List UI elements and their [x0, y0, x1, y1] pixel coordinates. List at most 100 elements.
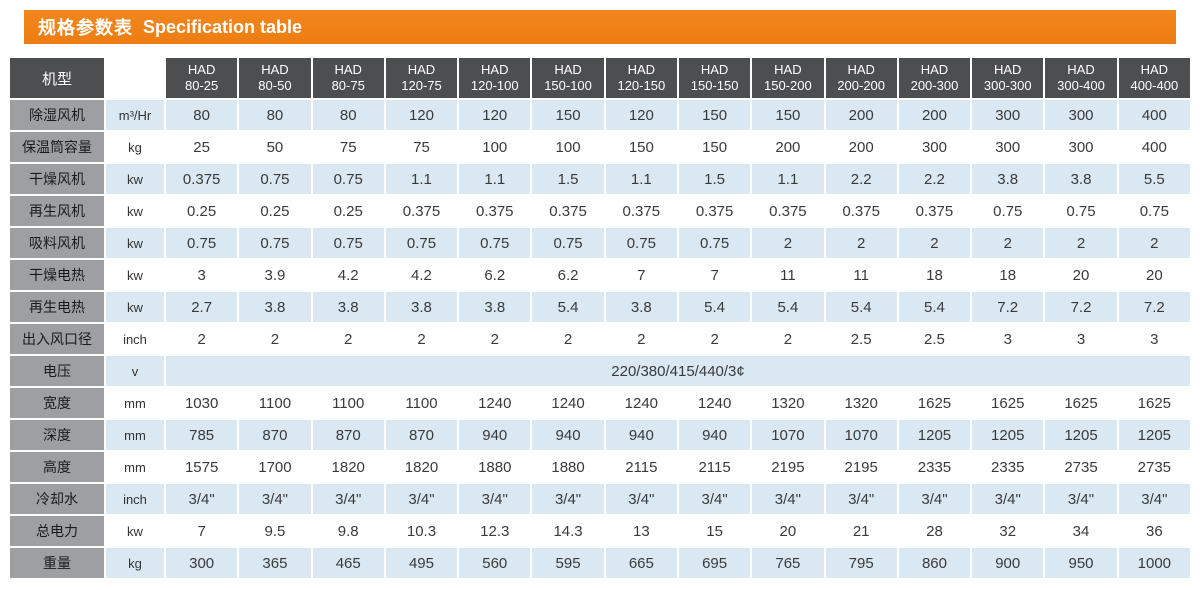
- value-cell: 1000: [1118, 548, 1190, 578]
- unit-column-header: [106, 58, 164, 98]
- model-code-label: 150-150: [690, 78, 739, 93]
- spec-row-8: 电压 v 220/380/415/440/3¢: [10, 356, 1190, 386]
- value-cell: 0.75: [605, 228, 677, 258]
- page-title-english: Specification table: [143, 16, 303, 37]
- model-header-200-200: HAD 200-200: [825, 58, 897, 98]
- value-cell: 100: [459, 132, 531, 162]
- value-cell: 950: [1045, 548, 1117, 578]
- value-cell: 1.1: [752, 164, 824, 194]
- value-cell: 5.5: [1118, 164, 1190, 194]
- value-cell: 11: [752, 260, 824, 290]
- value-cell: 1700: [239, 452, 311, 482]
- value-cell: 2: [678, 324, 751, 354]
- value-cell: 75: [385, 132, 458, 162]
- model-series-label: HAD: [700, 61, 729, 77]
- spec-row-4: 吸料风机 kw 0.75 0.75 0.75 0.75 0.75 0.75 0.75 0.75 2 2…: [10, 228, 1190, 258]
- value-cell: 2195: [752, 452, 824, 482]
- value-cell: 2: [532, 324, 604, 354]
- value-cell: 2: [605, 324, 677, 354]
- value-cell: 1100: [385, 388, 458, 418]
- value-cell: 2: [1045, 228, 1117, 258]
- value-cell: 1240: [678, 388, 751, 418]
- model-header-80-25: HAD 80-25: [166, 58, 238, 98]
- value-cell: 0.375: [678, 196, 751, 226]
- value-cell: 495: [385, 548, 458, 578]
- value-cell: 2: [239, 324, 311, 354]
- value-cell: 5.4: [678, 292, 751, 322]
- model-series-label: HAD: [1140, 61, 1169, 77]
- title-bar: 规格参数表 Specification table: [24, 10, 1176, 44]
- value-cell: 1030: [166, 388, 238, 418]
- value-cell: 36: [1118, 516, 1190, 546]
- unit-cell: kw: [106, 196, 164, 226]
- value-cell: 0.75: [1045, 196, 1117, 226]
- value-cell: 10.3: [385, 516, 458, 546]
- row-label: 深度: [10, 420, 104, 450]
- value-cell: 5.4: [752, 292, 824, 322]
- value-cell: 300: [898, 132, 971, 162]
- value-cell: 0.375: [385, 196, 458, 226]
- model-header-row: 机型 HAD 80-25 HAD 80-50 HAD 80-75 HAD 120-75 HAD 12…: [10, 58, 1190, 98]
- model-series-label: HAD: [187, 61, 216, 77]
- value-cell: 795: [825, 548, 897, 578]
- value-cell: 11: [825, 260, 897, 290]
- value-cell: 465: [312, 548, 384, 578]
- value-cell: 300: [166, 548, 238, 578]
- model-series-label: HAD: [920, 61, 949, 77]
- model-code-label: 80-75: [331, 78, 365, 93]
- value-cell: 1240: [605, 388, 677, 418]
- value-cell: 3.8: [459, 292, 531, 322]
- model-code-label: 80-25: [185, 78, 219, 93]
- value-cell: 300: [972, 100, 1044, 130]
- unit-cell: kw: [106, 228, 164, 258]
- value-cell: 1070: [752, 420, 824, 450]
- value-cell: 1100: [239, 388, 311, 418]
- row-label: 高度: [10, 452, 104, 482]
- value-cell: 18: [972, 260, 1044, 290]
- value-cell: 0.75: [459, 228, 531, 258]
- row-label: 吸料风机: [10, 228, 104, 258]
- value-cell: 3.9: [239, 260, 311, 290]
- value-cell: 21: [825, 516, 897, 546]
- value-cell: 32: [972, 516, 1044, 546]
- value-cell: 870: [312, 420, 384, 450]
- value-cell: 13: [605, 516, 677, 546]
- value-cell: 1205: [898, 420, 971, 450]
- value-cell: 0.75: [385, 228, 458, 258]
- model-series-label: HAD: [994, 61, 1022, 77]
- value-cell: 1070: [825, 420, 897, 450]
- value-cell: 6.2: [532, 260, 604, 290]
- value-cell: 150: [678, 132, 751, 162]
- specification-table: 机型 HAD 80-25 HAD 80-50 HAD 80-75 HAD 120-75 HAD 12…: [8, 56, 1192, 580]
- value-cell: 665: [605, 548, 677, 578]
- value-cell: 940: [459, 420, 531, 450]
- value-cell: 5.4: [532, 292, 604, 322]
- value-cell: 2.5: [825, 324, 897, 354]
- value-cell: 900: [972, 548, 1044, 578]
- value-cell: 2195: [825, 452, 897, 482]
- spec-row-5: 干燥电热 kw 3 3.9 4.2 4.2 6.2 6.2 7 7 11 11 18 18 20 20: [10, 260, 1190, 290]
- value-cell: 0.75: [239, 228, 311, 258]
- value-cell: 3.8: [605, 292, 677, 322]
- value-cell: 0.375: [166, 164, 238, 194]
- value-cell: 3/4": [166, 484, 238, 514]
- value-cell: 80: [312, 100, 384, 130]
- value-cell: 3/4": [312, 484, 384, 514]
- unit-cell: v: [106, 356, 164, 386]
- value-cell: 2: [166, 324, 238, 354]
- value-cell: 28: [898, 516, 971, 546]
- value-cell: 940: [678, 420, 751, 450]
- value-cell: 3/4": [752, 484, 824, 514]
- value-cell: 0.375: [605, 196, 677, 226]
- value-cell: 0.75: [312, 164, 384, 194]
- value-cell: 5.4: [825, 292, 897, 322]
- value-cell: 0.75: [312, 228, 384, 258]
- value-cell: 2: [825, 228, 897, 258]
- model-code-label: 400-400: [1130, 78, 1179, 93]
- model-series-label: HAD: [554, 61, 582, 77]
- value-cell: 595: [532, 548, 604, 578]
- value-cell: 3.8: [1045, 164, 1117, 194]
- value-cell: 20: [752, 516, 824, 546]
- value-cell: 1820: [385, 452, 458, 482]
- value-cell: 3: [166, 260, 238, 290]
